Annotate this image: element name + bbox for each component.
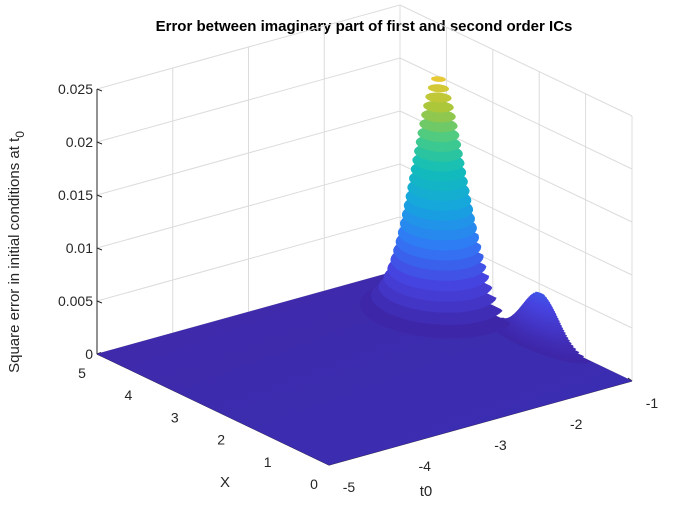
tick-labels: -5 -4 -3 -2 -1 0 1 2 3 4 5 0 0.005 0.01 0.015 0.02 0.025 [58, 81, 658, 495]
z-tick-mark [96, 247, 103, 251]
x-tick-label: -1 [646, 395, 659, 411]
z-axis-label-subscript: 0 [13, 131, 27, 138]
surface-patch [431, 76, 446, 82]
z-tick-mark [96, 141, 103, 145]
gridline-side-horizontal [399, 4, 633, 117]
x-tick-label: -5 [343, 479, 356, 495]
z-axis-label-main: Square error in initial conditions at t [6, 137, 23, 373]
gridline-back-horizontal [96, 57, 401, 143]
z-tick-label: 0.015 [58, 187, 93, 203]
surface-patch [427, 84, 449, 93]
surface-patch [425, 92, 452, 103]
y-tick-label: 0 [310, 476, 318, 492]
surface-patch [421, 109, 456, 123]
z-tick-mark [96, 194, 103, 198]
gridline-back-horizontal [96, 4, 401, 90]
surface-patch [423, 100, 454, 113]
chart-title: Error between imaginary part of first an… [156, 18, 573, 35]
gridline-back-horizontal [96, 163, 401, 249]
x-tick-label: -3 [494, 437, 507, 453]
gridline-back-horizontal [96, 216, 401, 302]
z-tick-label: 0.005 [58, 293, 93, 309]
gridline-back-horizontal [96, 110, 401, 196]
y-axis-label: X [220, 474, 230, 491]
z-tick-mark [96, 88, 103, 92]
z-tick-label: 0.01 [66, 240, 93, 256]
z-tick-mark [96, 300, 103, 304]
x-axis-label: t0 [420, 483, 433, 500]
y-tick-label: 5 [78, 365, 86, 381]
z-axis-label: Square error in initial conditions at t0 [6, 131, 27, 373]
x-tick-label: -2 [570, 416, 583, 432]
z-tick-label: 0.02 [66, 134, 93, 150]
y-tick-label: 4 [125, 387, 133, 403]
surface-patch [535, 291, 545, 297]
surface-plot [96, 76, 633, 466]
y-tick-label: 1 [264, 454, 272, 470]
z-tick-label: 0 [85, 346, 93, 362]
x-tick-label: -4 [419, 458, 432, 474]
surface-patch [533, 292, 548, 299]
z-tick-label: 0.025 [58, 81, 93, 97]
y-tick-label: 3 [171, 409, 179, 425]
y-tick-label: 2 [217, 432, 225, 448]
